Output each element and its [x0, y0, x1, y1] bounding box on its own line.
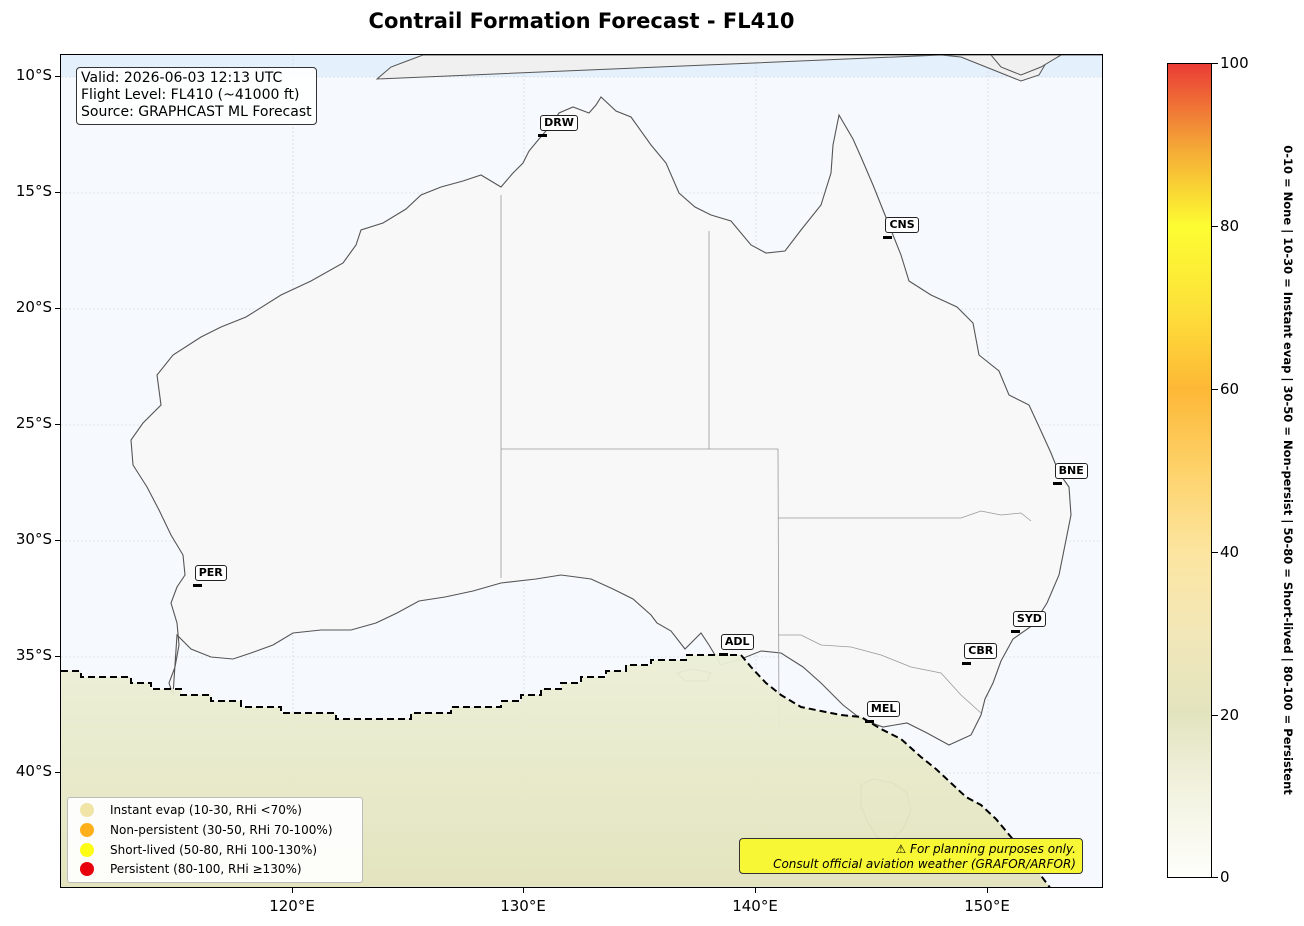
city-marker-icon — [1010, 629, 1020, 633]
lat-tick: 15°S — [15, 182, 52, 200]
lon-tick: 120°E — [269, 897, 315, 915]
forecast-info-box: Valid: 2026-06-03 12:13 UTC Flight Level… — [76, 67, 317, 125]
flight-level: Flight Level: FL410 (~41000 ft) — [81, 87, 300, 103]
map-svg — [61, 55, 1102, 887]
lon-tick: 150°E — [964, 897, 1010, 915]
city-label-syd: SYD — [1012, 610, 1046, 627]
lat-tick: 35°S — [15, 646, 52, 664]
city-marker-icon — [1052, 481, 1062, 485]
valid-time: Valid: 2026-06-03 12:13 UTC — [81, 70, 283, 86]
png-coast — [375, 55, 1102, 82]
city-marker-icon — [538, 134, 548, 138]
warning-line-2: Consult official aviation weather (GRAFO… — [773, 857, 1076, 871]
city-label-adl: ADL — [720, 634, 754, 651]
png-island — [990, 55, 1062, 76]
city-label-cbr: CBR — [964, 643, 998, 660]
legend-item-non-persistent: Non-persistent (30-50, RHi 70-100%) — [80, 821, 333, 839]
legend: Instant evap (10-30, RHi <70%) Non-persi… — [67, 797, 363, 883]
map-title: Contrail Formation Forecast - FL410 — [368, 9, 795, 33]
australia-landmass — [130, 96, 1072, 746]
colorbar-tick-label: 20 — [1220, 706, 1240, 724]
city-label-mel: MEL — [866, 701, 901, 718]
legend-dot-icon — [80, 803, 94, 817]
legend-item-persistent: Persistent (80-100, RHi ≥130%) — [80, 860, 302, 878]
state-borders — [500, 195, 1032, 728]
colorbar-tick-label: 40 — [1220, 543, 1240, 561]
legend-item-short-lived: Short-lived (50-80, RHi 100-130%) — [80, 841, 317, 859]
city-marker-icon — [192, 583, 202, 587]
warning-line-1: ⚠ For planning purposes only. — [895, 842, 1076, 856]
lat-tick: 25°S — [15, 414, 52, 432]
city-marker-icon — [718, 653, 728, 657]
city-label-drw: DRW — [540, 115, 578, 132]
colorbar-tick-label: 60 — [1220, 380, 1240, 398]
legend-dot-icon — [80, 843, 94, 857]
legend-item-instant-evap: Instant evap (10-30, RHi <70%) — [80, 801, 302, 819]
map-area[interactable] — [60, 54, 1103, 888]
city-marker-icon — [883, 236, 893, 240]
colorbar — [1167, 63, 1212, 878]
city-label-bne: BNE — [1054, 462, 1088, 479]
legend-dot-icon — [80, 823, 94, 837]
colorbar-tick-label: 0 — [1220, 868, 1230, 886]
city-marker-icon — [864, 720, 874, 724]
colorbar-tick-label: 100 — [1220, 54, 1249, 72]
planning-warning: ⚠ For planning purposes only. Consult of… — [739, 838, 1083, 874]
lat-tick: 10°S — [15, 66, 52, 84]
lat-tick: 40°S — [15, 762, 52, 780]
forecast-source: Source: GRAPHCAST ML Forecast — [81, 104, 312, 120]
city-marker-icon — [962, 662, 972, 666]
lon-tick: 130°E — [500, 897, 546, 915]
city-label-per: PER — [194, 564, 227, 581]
colorbar-tick-label: 80 — [1220, 217, 1240, 235]
legend-dot-icon — [80, 862, 94, 876]
lat-tick: 20°S — [15, 298, 52, 316]
lat-tick: 30°S — [15, 530, 52, 548]
city-label-cns: CNS — [885, 217, 919, 234]
contrail-boundary — [61, 654, 1051, 887]
lon-tick: 140°E — [732, 897, 778, 915]
